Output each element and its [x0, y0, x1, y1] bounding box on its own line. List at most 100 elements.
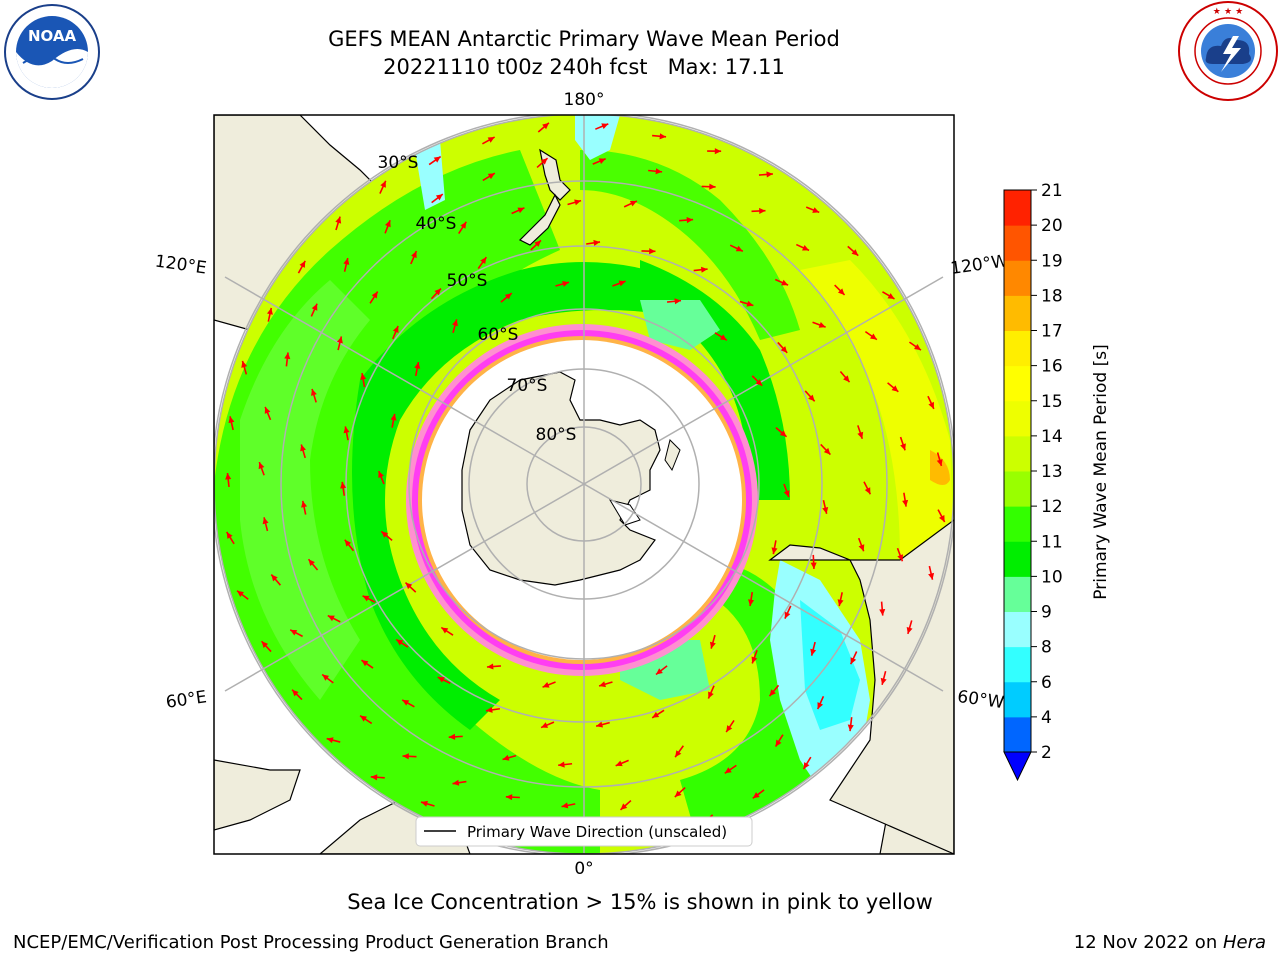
colorbar-segment: [1004, 716, 1031, 753]
wave-arrow-head: [880, 677, 887, 685]
colorbar-tick-label: 4: [1041, 708, 1052, 728]
colorbar-segment: [1004, 541, 1031, 577]
colorbar-tick-label: 17: [1041, 322, 1063, 342]
colorbar-segment: [1004, 576, 1031, 612]
footer-right: 12 Nov 2022 on Hera: [1074, 932, 1266, 953]
wave-arrow-head: [237, 590, 244, 597]
wave-arrow-head: [751, 656, 758, 664]
wave-arrow-head: [938, 515, 945, 522]
wave-arrow-head: [378, 471, 384, 479]
wave-arrow-head: [505, 794, 513, 801]
wave-arrow-head: [598, 158, 606, 164]
wave-arrow-head: [771, 547, 778, 555]
lat-label-60s: 60°S: [478, 325, 519, 345]
wave-arrow-head: [891, 385, 899, 392]
wave-arrow-head: [437, 677, 445, 683]
wave-arrow-head: [542, 122, 549, 130]
wave-arrow-head: [655, 668, 663, 675]
lon-label-0: 0°: [574, 859, 593, 879]
figure-title-line1: GEFS MEAN Antarctic Primary Wave Mean Pe…: [328, 27, 840, 51]
wave-arrow-head: [343, 258, 350, 265]
colorbar-segment: [1004, 190, 1031, 226]
wave-arrow-head: [629, 200, 637, 207]
lon-label-60w: 60°W: [956, 687, 1005, 713]
lon-label-120w: 120°W: [949, 251, 1009, 279]
lat-label-70s: 70°S: [507, 376, 548, 396]
colorbar-tick-label: 13: [1041, 462, 1063, 482]
wave-arrow-head: [906, 626, 913, 634]
wave-arrow-head: [709, 183, 716, 190]
wave-arrow-head: [300, 444, 306, 452]
sea-ice-note: Sea Ice Concentration > 15% is shown in …: [347, 890, 933, 914]
lon-label-120e: 120°E: [154, 252, 208, 279]
new-zealand-north: [539, 148, 571, 201]
wave-arrow-head: [360, 715, 367, 722]
wave-arrow-head: [857, 431, 864, 439]
colorbar-tick-label: 12: [1041, 497, 1063, 517]
colorbar-segment: [1004, 471, 1031, 507]
wave-arrow-head: [271, 574, 278, 582]
wave-arrow-head: [502, 754, 510, 761]
wave-arrow-head: [808, 394, 815, 402]
wave-arrow-head: [414, 362, 421, 369]
wave-arrow-head: [362, 595, 370, 602]
wave-arrow-head: [292, 689, 299, 697]
south-america-tip: [768, 519, 954, 854]
wave-arrow-head: [784, 611, 791, 619]
wave-arrow-head: [748, 599, 755, 606]
colorbar-tick-label: 8: [1041, 638, 1052, 658]
wave-arrow-head: [486, 706, 493, 713]
wave-arrow-head: [837, 599, 844, 607]
wave-arrow-head: [755, 379, 763, 386]
wave-arrow-head: [486, 663, 494, 670]
wave-arrow-head: [649, 248, 656, 255]
colorbar-tick-label: 16: [1041, 357, 1063, 377]
wave-arrow-head: [380, 180, 386, 188]
lon-label-60e: 60°E: [165, 687, 208, 712]
wave-arrow-head: [402, 699, 410, 706]
wave-arrow-head: [301, 500, 308, 508]
wave-arrow-head: [620, 803, 628, 810]
wave-arrow-head: [561, 802, 569, 809]
wave-arrow-head: [674, 790, 682, 797]
wave-arrow-head: [448, 733, 456, 740]
nws-logo: ★ ★ ★: [1177, 0, 1279, 102]
wave-arrow-head: [441, 627, 449, 634]
wave-arrow-head: [810, 562, 817, 569]
wave-arrow-head: [869, 333, 877, 340]
wave-arrow-head: [879, 609, 886, 616]
footer-host: Hera: [1222, 932, 1266, 953]
wave-arrow-head: [843, 375, 850, 383]
wave-arrow-head: [261, 641, 269, 648]
wave-arrow-head: [818, 322, 826, 328]
wave-arrow-head: [480, 257, 487, 265]
wave-arrow-head: [534, 240, 541, 247]
wave-arrow-head: [241, 360, 248, 368]
wave-arrow-head: [675, 750, 682, 758]
wave-arrow-head: [258, 462, 265, 470]
legend-label: Primary Wave Direction (unscaled): [467, 823, 727, 841]
wave-arrow-head: [335, 216, 342, 224]
wave-arrow-head: [452, 779, 460, 786]
wave-arrow-head: [599, 681, 606, 688]
colorbar: 2 4 6 8 9 10 11 12 13 14 15 16 17 18 19 20 21: [1003, 181, 1063, 782]
wave-arrow-head: [405, 582, 413, 590]
wave-arrow-head: [370, 774, 378, 781]
colorbar-tick-label: 15: [1041, 392, 1063, 412]
wave-arrow-head: [336, 336, 343, 344]
wave-arrow-head: [714, 148, 722, 155]
colorbar-tick-label: 6: [1041, 673, 1052, 693]
wave-arrow-head: [759, 207, 766, 215]
colorbar-segment: [1004, 365, 1031, 402]
wave-arrow-head: [850, 657, 857, 665]
wave-arrow-head: [385, 220, 391, 228]
wave-arrow-head: [290, 629, 298, 636]
wave-arrow-head: [724, 767, 732, 774]
wave-arrow-head: [361, 660, 369, 667]
wave-arrow-head: [897, 554, 904, 562]
wave-arrow-head: [701, 266, 708, 273]
wave-arrow-head: [780, 346, 788, 353]
wave-arrow-head: [674, 298, 682, 305]
wave-arrow-head: [504, 293, 512, 300]
